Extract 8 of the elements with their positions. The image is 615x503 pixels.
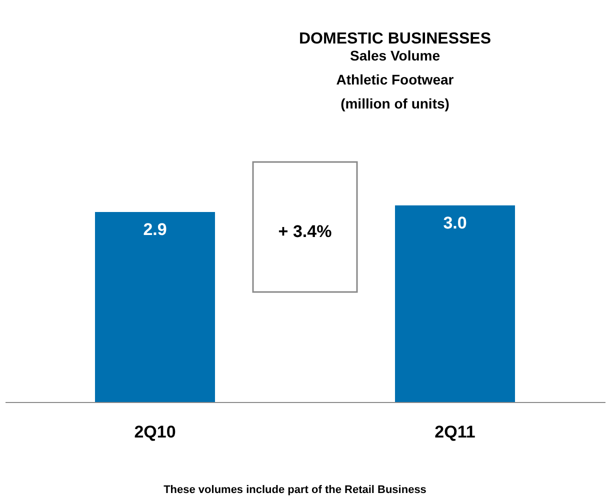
text: These volumes include part of the Retail Business (164, 484, 426, 496)
chart-subtitle: Sales Volume Athletic Footwear (million of units) (336, 47, 454, 112)
x-tick-label: 2Q11 (434, 422, 476, 442)
data-label: 2.9 (143, 220, 167, 239)
x-tick-label: 2Q10 (134, 422, 176, 442)
data-label: 3.0 (443, 213, 467, 232)
chart-title: DOMESTIC BUSINESSES (298, 30, 492, 48)
annotation: + 3.4% (278, 222, 332, 241)
